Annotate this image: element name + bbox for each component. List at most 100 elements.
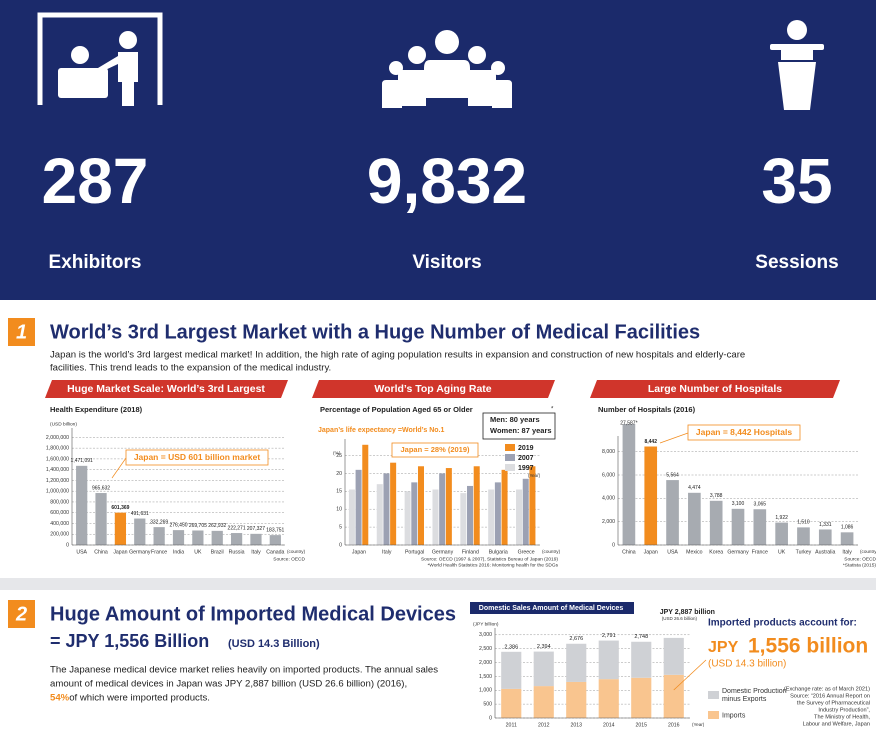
note: (Exchange rate: as of March 2021) [784, 686, 870, 692]
y-tick-label: 1,600,000 [46, 456, 69, 462]
y-tick-label: 25 [336, 453, 342, 459]
bar [432, 489, 439, 545]
callout-note: (USD 14.3 billion) [708, 659, 786, 670]
x-axis-label: (Year) [692, 722, 705, 727]
total-label: 2,748 [634, 634, 648, 640]
legend-label: Domestic Production minus Exports [722, 688, 787, 703]
total-label: JPY 2,887 billion [660, 609, 715, 616]
legend-swatch [505, 464, 515, 471]
y-tick-label: 800,000 [50, 499, 69, 505]
bar [775, 522, 788, 545]
bar [95, 493, 107, 545]
annotation: Japan’s life expectancy =World’s No.1 [318, 427, 444, 434]
section-badge [8, 600, 35, 628]
value-label: 1,471,091 [71, 458, 93, 464]
x-tick-label: Canada [266, 549, 284, 555]
bar [516, 489, 523, 545]
bar [172, 530, 185, 545]
bar [622, 424, 636, 545]
x-tick-label: Russia [229, 549, 245, 555]
bar [76, 465, 88, 545]
chart-header: Huge Market Scale: World’s 3rd Largest [67, 383, 265, 395]
y-axis-label: (%) [333, 450, 341, 456]
value-label: 332,269 [150, 519, 168, 525]
bar [731, 508, 745, 545]
annotation-line [111, 457, 127, 479]
bar [666, 480, 679, 545]
bar [348, 489, 355, 545]
bar [522, 478, 529, 545]
x-tick-label: France [752, 549, 768, 555]
bar-segment [501, 651, 522, 689]
x-tick-label: Brazil [211, 549, 224, 555]
value-label: 1,086 [841, 525, 854, 531]
x-tick-label: 2015 [635, 722, 647, 728]
bar [460, 493, 467, 545]
value-label: 1,922 [775, 515, 788, 521]
value-label: 3,788 [710, 493, 723, 499]
value-label: 207,327 [247, 526, 265, 532]
info-mark: * [551, 407, 554, 413]
source: Source: OECD [844, 556, 876, 562]
bar [644, 446, 658, 545]
x-tick-label: Greece [518, 549, 535, 555]
bar [153, 527, 165, 545]
x-tick-label: Finland [462, 549, 479, 555]
bar-segment [533, 686, 554, 718]
value-label: 276,450 [169, 522, 187, 528]
section-text: facilities. This trend leads to the expa… [50, 363, 331, 374]
section-number: 1 [16, 321, 27, 343]
bar-segment [598, 679, 619, 718]
bar [445, 468, 452, 545]
chart-header: Large Number of Hospitals [648, 383, 782, 395]
value-label: 3,065 [754, 502, 767, 508]
annotation: Japan = 8,442 Hospitals [696, 427, 792, 437]
annotation-line [659, 432, 689, 444]
bar [383, 473, 390, 545]
value-label: 3,100 [732, 501, 745, 507]
callout-amount: 1,556 billion [748, 635, 868, 658]
bar-segment [566, 681, 587, 718]
legend-label: 2007 [518, 455, 534, 462]
x-tick-label: Germany [432, 549, 454, 555]
info-box: Women: 87 years [490, 426, 552, 435]
x-tick-label: USA [667, 549, 678, 555]
total-label: 2,386 [504, 644, 518, 650]
source: Source: OECD (1997 & 2007), Statistics B… [421, 556, 558, 562]
source: *World Health Statistics 2016: Monitorin… [427, 562, 558, 568]
x-axis-label: (country) [542, 549, 561, 554]
chart-header-bg [45, 380, 288, 398]
total-label: 2,791 [602, 633, 616, 639]
chart-header-bg [590, 380, 840, 398]
section-badge [8, 318, 35, 346]
bar [211, 530, 223, 545]
bar [753, 509, 767, 545]
chart-header-bg [470, 602, 634, 614]
callout-line [673, 659, 707, 691]
x-tick-label: Italy [382, 549, 392, 555]
value-label: 262,932 [208, 523, 226, 529]
bar [473, 466, 480, 545]
bar [411, 482, 418, 545]
stat-value: 287 [42, 145, 149, 217]
bar [494, 482, 501, 545]
bar [355, 469, 362, 545]
y-tick-label: 5 [339, 524, 342, 530]
legend-title: (Year) [528, 473, 541, 478]
note: Industry Production”, [818, 707, 870, 713]
bar [709, 500, 723, 545]
x-tick-label: UK [194, 549, 202, 555]
value-label: 269,705 [189, 523, 207, 529]
y-tick-label: 3,000 [479, 632, 492, 638]
bar-segment [598, 640, 619, 680]
section-text: of which were imported products. [69, 693, 210, 704]
y-tick-label: 1,000,000 [46, 489, 69, 495]
y-tick-label: 2,000 [602, 519, 615, 525]
chart-header-bg [312, 380, 555, 398]
source: *Statista (2015) [843, 562, 876, 568]
x-tick-label: Japan [113, 549, 127, 555]
x-tick-label: Japan [352, 549, 366, 555]
y-tick-label: 0 [66, 542, 69, 548]
x-tick-label: Korea [709, 549, 723, 555]
